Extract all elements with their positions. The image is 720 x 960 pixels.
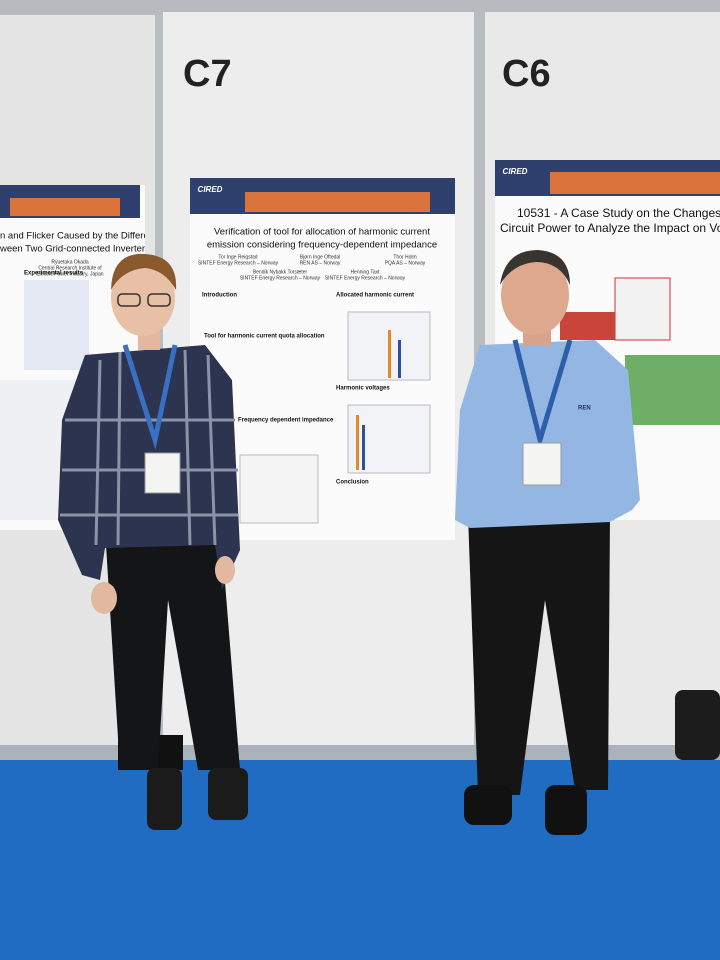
poster-title: emission considering frequency-dependent… — [207, 240, 437, 251]
poster-author: Bendik Nybakk Torsæter — [253, 269, 308, 275]
poster-affiliation: PQA AS – Norway — [385, 260, 426, 266]
poster-section: Frequency dependent impedance — [238, 418, 334, 424]
figure — [560, 312, 615, 340]
figure-bar — [398, 340, 401, 378]
poster-section: Allocated harmonic current — [336, 293, 414, 299]
glasses — [117, 293, 141, 307]
board-label: C7 — [183, 53, 232, 95]
poster-author: Bjørn Inge Oftedal — [300, 254, 341, 260]
poster-logo: CIRED — [503, 167, 528, 176]
poster-affiliation: SINTEF Energy Research – Norway — [198, 260, 279, 266]
figure — [625, 355, 720, 425]
poster-section: Harmonic voltages — [336, 386, 390, 392]
face — [501, 255, 569, 335]
poster-section: Conclusion — [336, 480, 369, 486]
name-badge — [522, 442, 562, 486]
poster-section: Introduction — [202, 293, 237, 299]
hand — [91, 582, 117, 614]
skyline — [550, 172, 720, 194]
poster-section: Tool for harmonic current quota allocati… — [204, 334, 325, 340]
figure — [614, 277, 671, 341]
figure — [239, 454, 319, 524]
shoe — [464, 785, 512, 825]
shirt-logo: REN — [578, 406, 591, 412]
poster: CIRED Verification of tool for allocatio… — [190, 178, 455, 540]
poster-author: Henning Taxt — [350, 269, 380, 275]
trousers — [468, 515, 610, 795]
poster-title: 10531 - A Case Study on the Changes in S… — [517, 206, 720, 220]
trousers — [106, 545, 240, 770]
name-badge — [144, 452, 181, 494]
shoe — [208, 768, 248, 820]
poster-logo: CIRED — [198, 185, 223, 194]
figure — [24, 280, 89, 370]
poster-affiliation: REN AS – Norway — [300, 260, 341, 266]
skyline — [245, 192, 430, 212]
poster-title: Verification of tool for allocation of h… — [214, 227, 430, 238]
figure-bar — [388, 330, 391, 378]
bag — [675, 690, 720, 760]
poster-author: Tor Inge Reigstad — [218, 254, 257, 260]
person — [58, 253, 248, 830]
board-label: C6 — [502, 53, 551, 95]
lanyard — [512, 339, 573, 450]
hair — [111, 253, 177, 290]
skyline — [10, 198, 120, 216]
face — [111, 260, 175, 336]
hand — [215, 556, 235, 584]
shirt — [455, 340, 640, 528]
person: REN — [455, 250, 640, 835]
lanyard — [122, 344, 178, 450]
hair — [500, 250, 570, 285]
shoe — [545, 785, 587, 835]
glasses — [147, 293, 171, 307]
poster-section: Experimental results — [24, 271, 84, 277]
poster-author: Thor Holm — [393, 254, 416, 260]
poster-affiliation: Electric Power Industry, Japan — [36, 271, 103, 277]
figure-bar — [356, 415, 359, 470]
poster-author: Ryuetaka Okada — [51, 259, 88, 265]
poster-title: ween Two Grid-connected Inverters — [0, 244, 150, 255]
poster-affiliation: Central Research Institute of — [38, 265, 102, 271]
shoe — [147, 768, 182, 830]
poster-affiliation: SINTEF Energy Research – Norway — [325, 275, 406, 281]
poster-title: n and Flicker Caused by the Difference i… — [0, 231, 174, 242]
figure-bar — [362, 425, 365, 470]
carpet — [0, 760, 720, 960]
poster-title: Circuit Power to Analyze the Impact on V… — [500, 221, 720, 235]
figure — [347, 404, 431, 474]
poster-affiliation: SINTEF Energy Research – Norway — [240, 275, 321, 281]
